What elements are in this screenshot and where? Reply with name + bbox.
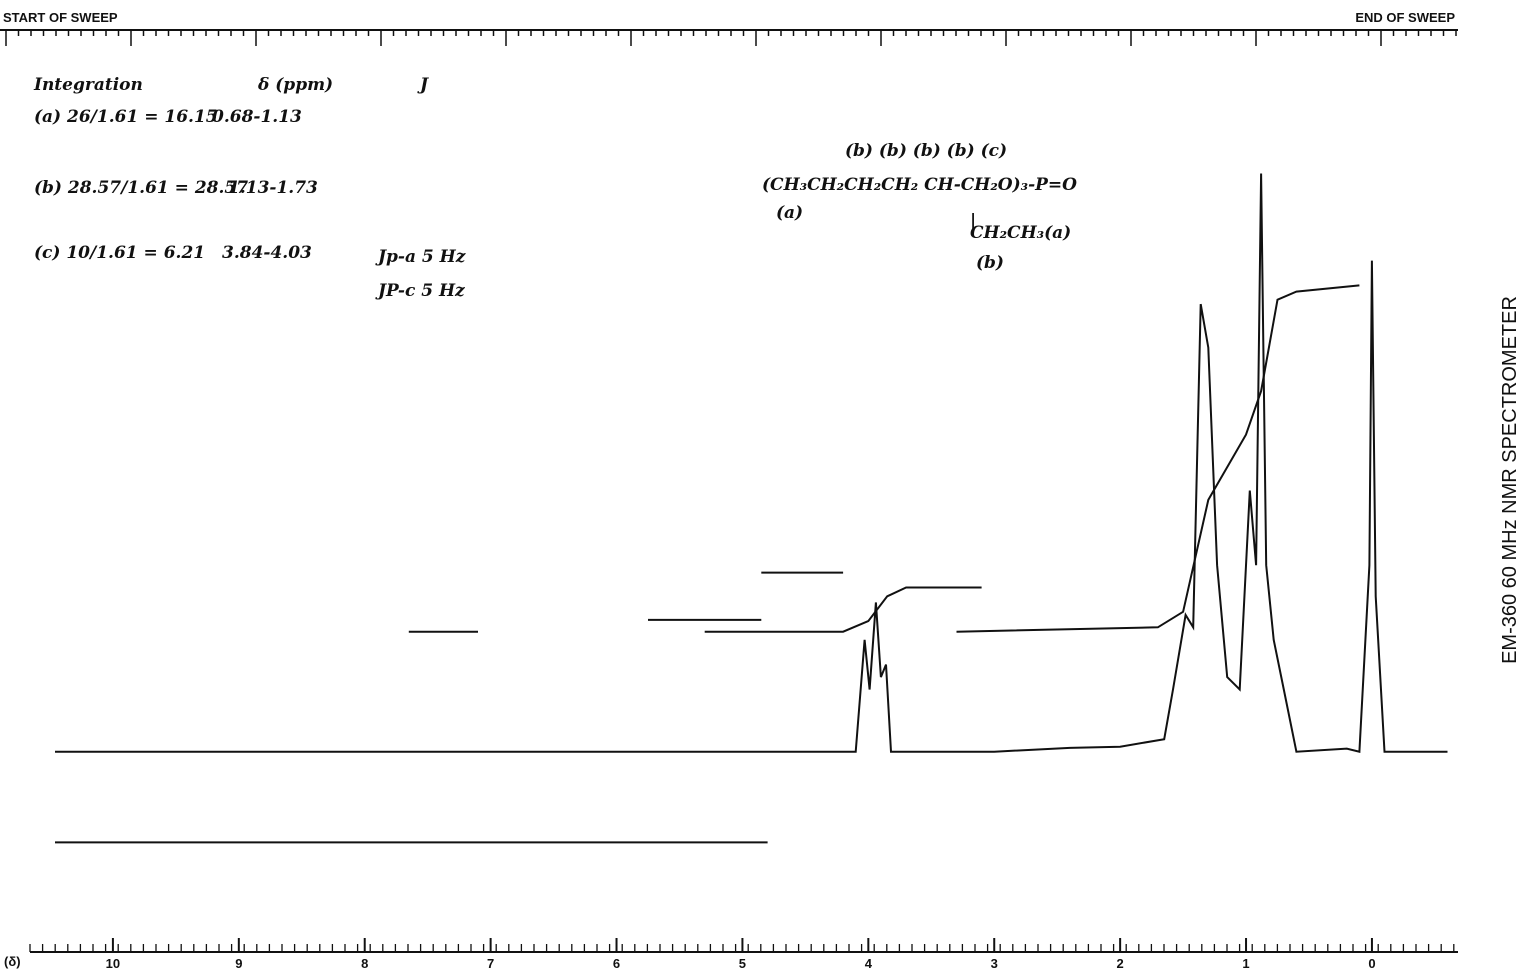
spectrum-line: [408, 284, 1360, 633]
x-tick-label: 6: [613, 956, 620, 971]
annotation: 1.13-1.73: [228, 178, 318, 198]
annotation: (b): [976, 253, 1004, 273]
x-tick-label: 2: [1117, 956, 1124, 971]
annotation: (a): [776, 203, 803, 223]
sweep-start: START OF SWEEP: [3, 10, 118, 25]
annotation: 0.68-1.13: [212, 107, 302, 127]
annotation: Jp-a 5 Hz: [375, 247, 466, 267]
x-tick-label: 8: [361, 956, 368, 971]
annotation: CH₂CH₃(a): [970, 223, 1071, 243]
annotation: 3.84-4.03: [222, 243, 312, 263]
x-tick-label: 3: [991, 956, 998, 971]
x-tick-label: 1: [1242, 956, 1249, 971]
annotation: (a) 26/1.61 = 16.15: [34, 107, 218, 127]
x-tick-label: 9: [235, 956, 242, 971]
x-tick-label: 10: [106, 956, 120, 971]
x-tick-label: 5: [739, 956, 746, 971]
x-tick-label: 4: [865, 956, 873, 971]
x-tick-label: 7: [487, 956, 494, 971]
annotation: JP-c 5 Hz: [375, 281, 465, 301]
sweep-end: END OF SWEEP: [1355, 10, 1455, 25]
annotation: Integration: [33, 75, 143, 95]
x-tick-label: 0: [1368, 956, 1375, 971]
annotation: |: [970, 211, 976, 231]
x-axis-label: (δ): [4, 954, 21, 969]
annotation: (b) 28.57/1.61 = 28.57: [34, 178, 248, 198]
spectrum-line: [55, 173, 1448, 753]
annotation: (b) (b) (b) (b) (c): [845, 141, 1007, 161]
annotation: J: [417, 75, 429, 95]
instrument-label: EM-360 60 MHz NMR SPECTROMETER: [1499, 296, 1521, 664]
annotation: (CH₃CH₂CH₂CH₂ CH-CH₂O)₃-P=O: [762, 175, 1077, 195]
annotation: δ (ppm): [257, 75, 333, 95]
annotation: (c) 10/1.61 = 6.21: [34, 243, 205, 263]
